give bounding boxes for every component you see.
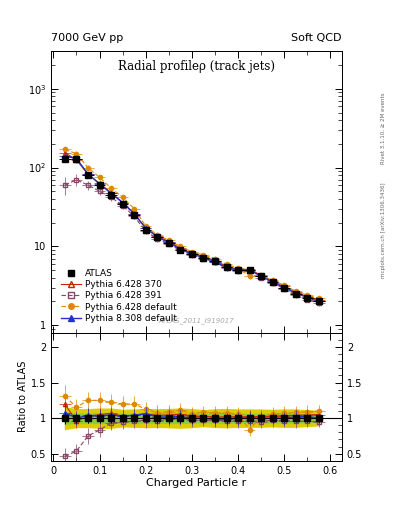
Legend: ATLAS, Pythia 6.428 370, Pythia 6.428 391, Pythia 6.428 default, Pythia 8.308 de: ATLAS, Pythia 6.428 370, Pythia 6.428 39…: [59, 266, 179, 326]
Text: Rivet 3.1.10, ≥ 2M events: Rivet 3.1.10, ≥ 2M events: [381, 92, 386, 164]
Text: mcplots.cern.ch [arXiv:1306.3436]: mcplots.cern.ch [arXiv:1306.3436]: [381, 183, 386, 278]
X-axis label: Charged Particle r: Charged Particle r: [146, 478, 247, 488]
Text: 7000 GeV pp: 7000 GeV pp: [51, 33, 123, 44]
Text: Radial profileρ (track jets): Radial profileρ (track jets): [118, 60, 275, 73]
Text: Soft QCD: Soft QCD: [292, 33, 342, 44]
Text: ATLAS_2011_I919017: ATLAS_2011_I919017: [159, 317, 234, 325]
Y-axis label: Ratio to ATLAS: Ratio to ATLAS: [18, 361, 28, 433]
